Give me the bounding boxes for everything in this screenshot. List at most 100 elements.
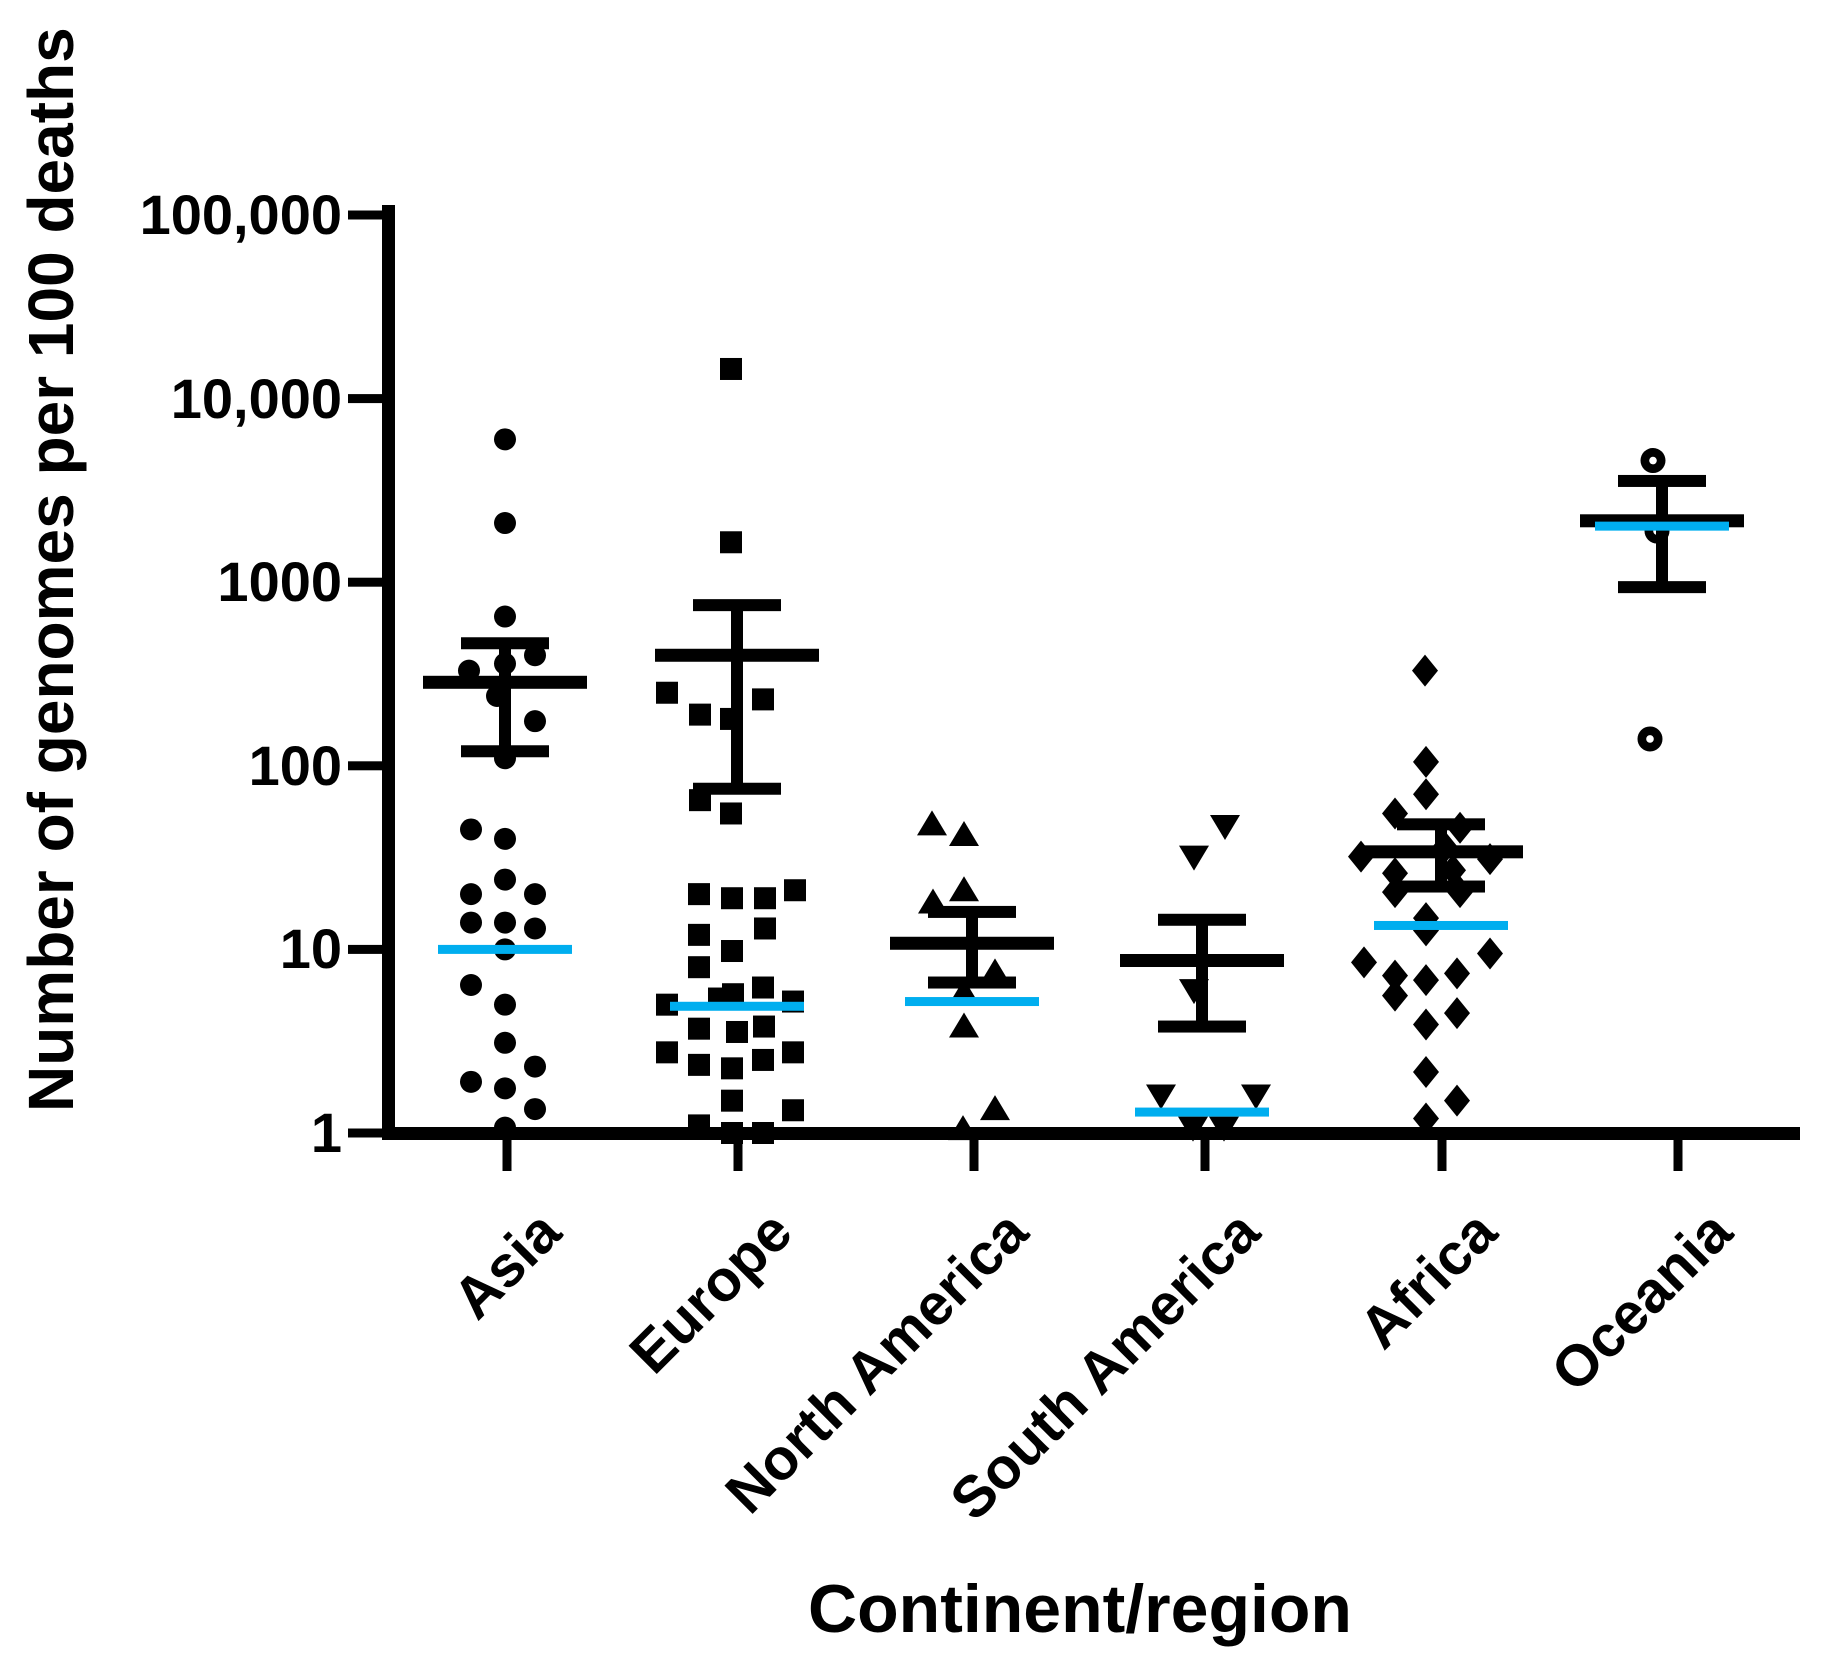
error-cap-top-africa [1397,818,1485,831]
y-tick-label: 10,000 [170,366,342,430]
error-cap-top-oceania [1618,474,1706,487]
data-point-south-america [1241,1084,1271,1110]
data-point-asia [460,818,482,841]
data-point-africa [1413,778,1439,811]
y-tick-label: 100,000 [139,183,342,246]
mean-line-asia [423,675,587,689]
data-point-europe [754,887,776,910]
data-point-north-america [917,810,947,836]
error-bar-asia [499,643,511,752]
y-tick [348,210,382,220]
data-point-north-america [948,1115,978,1141]
data-point-africa [1382,959,1408,992]
data-point-oceania-hole [1646,735,1654,743]
data-point-europe [782,1041,804,1064]
data-point-europe [721,1089,743,1112]
data-point-africa [1382,979,1408,1012]
data-point-africa [1412,654,1438,687]
median-line-oceania [1595,521,1729,531]
data-point-south-america [1179,845,1209,871]
data-point-south-america [1178,1116,1208,1142]
data-point-asia [524,1055,546,1078]
y-tick-label: 100 [248,733,342,797]
data-point-asia [460,883,482,906]
data-point-north-america [949,1012,979,1038]
data-point-south-america [1146,1084,1176,1110]
x-tick [1437,1139,1447,1171]
data-point-europe [656,1041,678,1064]
y-axis-line [382,205,395,1140]
x-tick [1200,1139,1210,1171]
data-point-africa [1444,957,1470,990]
error-cap-top-europe [693,599,781,612]
mean-line-north-america [890,936,1054,950]
error-cap-bottom-asia [461,745,549,758]
data-point-asia [524,644,546,667]
error-cap-bottom-north-america [928,976,1016,989]
data-point-africa [1413,964,1439,997]
data-point-europe [752,688,774,711]
y-tick [348,394,382,404]
error-cap-bottom-oceania [1618,581,1706,594]
data-point-asia [494,993,516,1016]
data-point-asia [494,868,516,891]
data-point-asia [494,1116,516,1139]
median-line-europe [670,1001,804,1011]
data-point-europe [688,883,710,906]
error-bar-oceania [1656,480,1668,588]
median-line-south-america [1135,1107,1269,1117]
data-point-europe [782,1099,804,1122]
mean-line-africa [1359,845,1523,859]
error-cap-bottom-europe [693,782,781,795]
data-point-north-america [980,1095,1010,1121]
error-bar-europe [731,605,743,789]
x-axis-title: Continent/region [808,1571,1352,1647]
y-tick-label: 10 [279,917,342,981]
data-point-europe [726,1020,748,1043]
data-point-asia [494,1031,516,1054]
x-tick [733,1139,743,1171]
x-tick [969,1139,979,1171]
data-point-africa [1444,1084,1470,1117]
data-point-asia [494,428,516,451]
data-point-asia [494,512,516,535]
mean-line-south-america [1120,954,1284,968]
data-point-europe [720,531,742,554]
y-tick [348,761,382,771]
data-point-africa [1477,937,1503,970]
data-point-asia [524,883,546,906]
data-point-europe [721,1122,743,1144]
data-point-asia [494,911,516,934]
data-point-north-america [949,876,979,902]
data-point-europe [689,703,711,726]
data-point-europe [688,923,710,946]
data-point-europe [720,357,742,380]
y-tick [348,1128,382,1138]
median-line-asia [438,944,572,954]
data-point-europe [754,917,776,940]
y-tick [348,577,382,587]
error-cap-top-south-america [1158,913,1246,926]
data-point-asia [524,1098,546,1121]
data-point-europe [753,1015,775,1038]
median-line-africa [1374,920,1508,930]
data-point-asia [494,605,516,628]
data-point-europe [784,879,806,902]
data-point-africa [1444,997,1470,1030]
data-point-africa [1413,1102,1439,1135]
data-point-europe [721,940,743,963]
median-line-north-america [905,997,1039,1007]
data-point-asia [494,1077,516,1100]
data-point-africa [1351,946,1377,979]
error-cap-top-north-america [928,905,1016,918]
mean-line-europe [655,648,819,662]
error-cap-bottom-south-america [1158,1020,1246,1033]
data-point-asia [460,973,482,996]
data-point-oceania-hole [1649,456,1657,465]
x-axis-line [382,1127,1800,1140]
data-point-asia [494,827,516,850]
data-point-north-america [949,820,979,846]
y-tick [348,944,382,954]
